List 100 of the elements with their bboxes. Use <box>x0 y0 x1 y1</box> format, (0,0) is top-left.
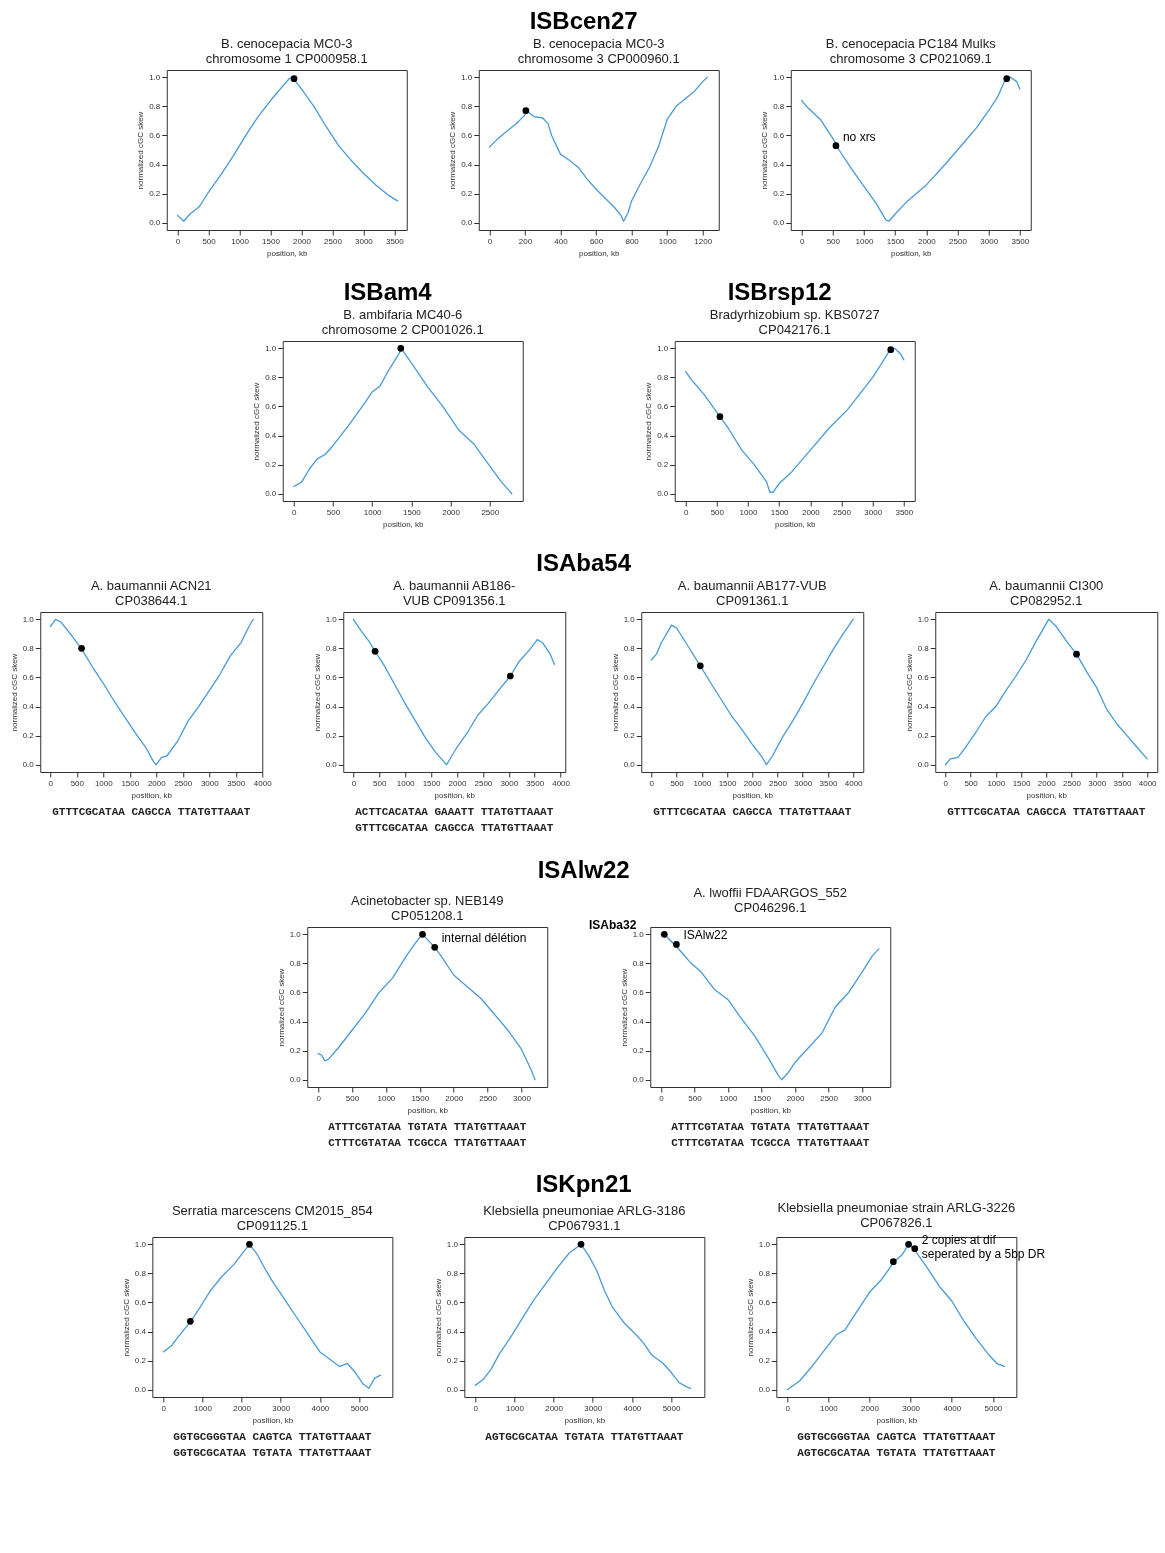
x-tick-label: 2500 <box>949 236 968 246</box>
y-tick-label: 0.6 <box>657 401 669 411</box>
x-tick-label: 500 <box>964 778 979 788</box>
x-tick-label: 4000 <box>623 1403 642 1413</box>
x-tick-label: 2500 <box>820 1093 839 1103</box>
x-tick-label: 2000 <box>786 1093 805 1103</box>
point <box>905 1240 912 1248</box>
y-tick-label: 0.8 <box>623 643 636 653</box>
x-axis-title: position, kb <box>579 248 621 258</box>
line-series <box>352 618 556 766</box>
x-axis-title: position, kb <box>564 1415 606 1425</box>
x-tick-label: 3000 <box>355 236 374 246</box>
y-tick-label: 0.8 <box>325 643 338 653</box>
x-tick-label: 2500 <box>474 778 493 788</box>
x-tick-label: 2500 <box>1063 778 1082 788</box>
x-axis-title: position, kb <box>267 248 309 258</box>
x-tick-label: 3000 <box>794 778 813 788</box>
text: GTTTCGCATAA CAGCCA TTATGTTAAAT <box>947 806 1146 818</box>
x-tick-label: 1500 <box>262 236 281 246</box>
y-tick-label: 1.0 <box>22 614 35 624</box>
y-tick-label: 0.4 <box>325 702 338 712</box>
x-tick-label: 2000 <box>445 1093 464 1103</box>
y-tick-label: 0.6 <box>134 1297 147 1307</box>
y-tick-label: 0.4 <box>149 160 161 170</box>
x-axis-title: position, kb <box>131 790 173 800</box>
x-tick-label: 1000 <box>506 1403 525 1413</box>
y-tick-label: 1.0 <box>623 614 636 624</box>
y-tick-label: 0.0 <box>773 218 785 228</box>
y-tick-label: 0.8 <box>134 1268 147 1278</box>
y-axis-title: normalized cGC skew <box>433 1278 443 1357</box>
x-tick-label: 2000 <box>801 507 821 517</box>
x-axis-title: position, kb <box>876 1415 918 1425</box>
x-tick-label: 1000 <box>396 778 416 788</box>
y-tick-label: 0.0 <box>149 218 161 228</box>
x-tick-label: 4000 <box>943 1403 962 1413</box>
text: AGTGCGCATAA TGTATA TTATGTTAAAT <box>797 1447 996 1459</box>
chart-subtitle: Acinetobacter sp. NEB149 CP051208.1 <box>351 893 504 923</box>
y-axis-title: normalized cGC skew <box>619 968 629 1047</box>
x-tick-label: 0 <box>487 236 493 246</box>
annotation: internal délétion <box>441 931 527 946</box>
y-tick-label: 0.4 <box>623 702 636 712</box>
text: ACTTCACATAA GAAATT TTATGTTAAAT <box>355 806 554 818</box>
y-axis-title: normalized cGC skew <box>136 111 146 190</box>
x-tick-label: 2000 <box>448 778 467 788</box>
y-tick-label: 0.2 <box>289 1046 302 1056</box>
x-tick-label: 0 <box>161 1403 167 1413</box>
x-tick-label: 1500 <box>1012 778 1031 788</box>
x-tick-label: 3000 <box>513 1093 532 1103</box>
x-tick-label: 1000 <box>363 507 383 517</box>
line-series <box>685 347 905 493</box>
x-tick-label: 3000 <box>902 1403 921 1413</box>
x-tick-label: 2500 <box>481 507 500 517</box>
x-tick-label: 2000 <box>442 507 461 517</box>
x-tick-label: 3000 <box>272 1403 291 1413</box>
x-axis-title: position, kb <box>434 790 476 800</box>
chart-subtitle: B. ambifaria MC40-6 chromosome 2 CP001026.1 <box>321 307 484 337</box>
x-tick-label: 2000 <box>147 778 167 788</box>
y-axis-title: normalized cGC skew <box>745 1278 755 1357</box>
x-tick-label: 3500 <box>227 778 246 788</box>
x-tick-label: 1500 <box>770 507 790 517</box>
y-tick-label: 0.2 <box>773 189 785 199</box>
y-tick-label: 0.4 <box>134 1327 147 1337</box>
chart-subtitle: A. baumannii CI300 CP082952.1 <box>989 578 1104 608</box>
y-tick-label: 0.6 <box>917 672 930 682</box>
y-tick-label: 0.2 <box>22 731 35 741</box>
chart-subtitle: Serratia marcescens CM2015_854 CP091125.1 <box>171 1203 373 1233</box>
x-tick-label: 2000 <box>1037 778 1057 788</box>
y-tick-label: 0.4 <box>917 702 930 712</box>
text: GTTTCGCATAA CAGCCA TTATGTTAAAT <box>355 822 554 834</box>
y-tick-label: 1.0 <box>917 614 930 624</box>
x-tick-label: 1500 <box>753 1093 772 1103</box>
x-tick-label: 1000 <box>819 1403 839 1413</box>
y-tick-label: 0.6 <box>149 130 161 140</box>
chart-subtitle: A. baumannii AB186- VUB CP091356.1 <box>393 578 516 608</box>
x-tick-label: 500 <box>345 1093 360 1103</box>
y-tick-label: 0.6 <box>289 987 302 997</box>
x-tick-label: 1000 <box>94 778 114 788</box>
text: ISAlw22 <box>537 855 630 883</box>
text: GTTTCGCATAA CAGCCA TTATGTTAAAT <box>52 806 251 818</box>
text: CTTTCGTATAA TCGCCA TTATGTTAAAT <box>671 1137 870 1149</box>
x-axis-title: position, kb <box>1026 790 1068 800</box>
x-tick-label: 1500 <box>718 778 737 788</box>
x-axis-title: position, kb <box>891 248 933 258</box>
y-tick-label: 0.8 <box>657 372 669 382</box>
text: GGTGCGGGTAA CAGTCA TTATGTTAAAT <box>173 1431 372 1443</box>
text: CTTTCGTATAA TCGCCA TTATGTTAAAT <box>328 1137 527 1149</box>
y-tick-label: 0.4 <box>265 431 277 441</box>
annotation: ISAlw22 <box>683 928 728 943</box>
x-tick-label: 4000 <box>1138 778 1158 788</box>
y-tick-label: 1.0 <box>325 614 338 624</box>
x-tick-label: 3000 <box>864 507 883 517</box>
y-axis-title: normalized cGC skew <box>121 1278 131 1357</box>
x-tick-label: 1000 <box>739 507 758 517</box>
x-tick-label: 3500 <box>895 507 914 517</box>
y-tick-label: 0.2 <box>623 731 636 741</box>
x-tick-label: 5000 <box>984 1403 1003 1413</box>
text: ISAba54 <box>536 548 632 576</box>
x-axis-title: position, kb <box>732 790 774 800</box>
y-tick-label: 0.0 <box>265 489 277 499</box>
x-tick-label: 3500 <box>1113 778 1132 788</box>
